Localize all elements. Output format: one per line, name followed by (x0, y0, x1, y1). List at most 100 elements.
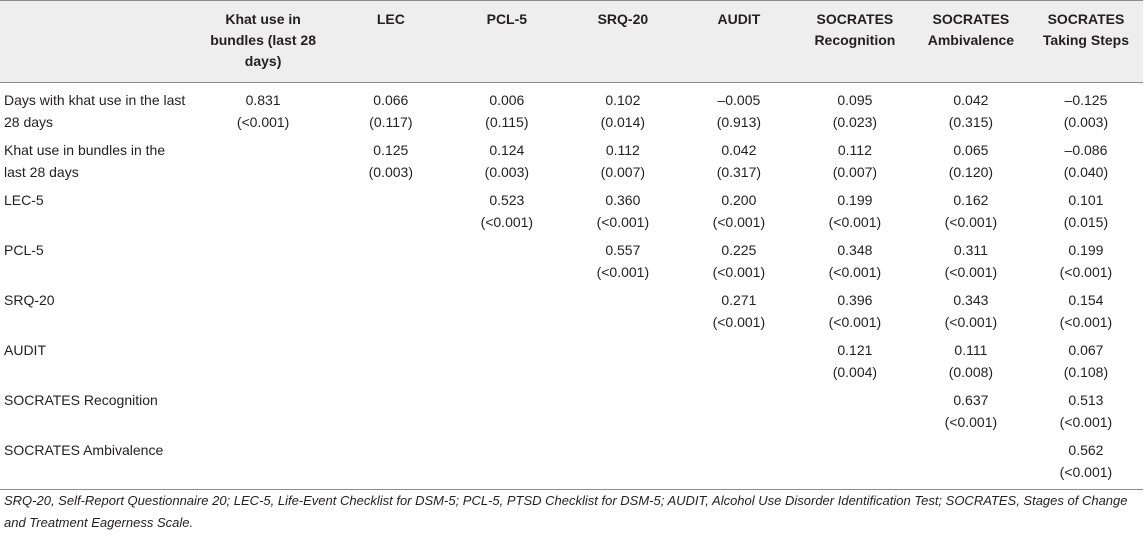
row-label: LEC-5 (4, 192, 44, 208)
table-cell (565, 333, 681, 383)
correlation-value: 0.162 (953, 192, 989, 208)
p-value: (0.008) (948, 364, 994, 380)
header-lec: LEC (376, 11, 405, 27)
table-cell: 0.121 (0.004) (797, 333, 913, 383)
table-cell (333, 233, 449, 283)
table-cell (797, 383, 913, 433)
correlation-value: 0.006 (489, 92, 525, 108)
table-cell: 0.831 (<0.001) (193, 83, 332, 134)
table-cell (913, 433, 1029, 490)
correlation-value: 0.101 (1068, 192, 1104, 208)
p-value: (0.117) (369, 114, 413, 130)
header-socrates-taking-steps: SOCRATES Taking Steps (1042, 11, 1129, 48)
header-row-label (0, 1, 193, 83)
table-cell: 0.112 (0.007) (565, 133, 681, 183)
table-body: Days with khat use in the last 28 days 0.… (0, 83, 1143, 490)
table-row: AUDIT 0.121 (0.004) 0.111 (0.008) 0.067 (0.108… (0, 333, 1143, 383)
table-cell: 0.095 (0.023) (797, 83, 913, 134)
p-value: (<0.001) (596, 264, 650, 280)
p-value: (<0.001) (712, 264, 766, 280)
table-row: Khat use in bundles in the last 28 days 0… (0, 133, 1143, 183)
correlation-value: –0.125 (1064, 92, 1108, 108)
correlation-value: 0.111 (954, 342, 988, 358)
table-cell: 0.154 (<0.001) (1029, 283, 1143, 333)
table-cell (449, 433, 565, 490)
table-cell: 0.006 (0.115) (449, 83, 565, 134)
table-cell: 0.637 (<0.001) (913, 383, 1029, 433)
correlation-value: 0.066 (373, 92, 409, 108)
table-cell: –0.086 (0.040) (1029, 133, 1143, 183)
correlation-value: 0.125 (373, 142, 409, 158)
table-row: Days with khat use in the last 28 days 0.… (0, 83, 1143, 134)
row-label: Days with khat use in the last 28 days (4, 92, 186, 130)
p-value: (<0.001) (1059, 314, 1113, 330)
table-cell: 0.343 (<0.001) (913, 283, 1029, 333)
table-cell (681, 383, 797, 433)
header-pcl5: PCL-5 (486, 11, 528, 27)
p-value: (0.108) (1063, 364, 1109, 380)
correlation-value: 0.095 (837, 92, 873, 108)
p-value: (<0.001) (596, 214, 650, 230)
p-value: (<0.001) (944, 214, 998, 230)
table-cell (565, 433, 681, 490)
table-cell: 0.396 (<0.001) (797, 283, 913, 333)
p-value: (0.317) (716, 164, 762, 180)
table-cell: 0.225 (<0.001) (681, 233, 797, 283)
p-value: (<0.001) (236, 114, 290, 130)
correlation-value: 0.042 (953, 92, 989, 108)
table-footnote: SRQ-20, Self-Report Questionnaire 20; LE… (4, 493, 1128, 530)
p-value: (<0.001) (712, 314, 766, 330)
correlation-value: 0.112 (837, 142, 872, 158)
correlation-value: 0.124 (489, 142, 525, 158)
table-cell: 0.360 (<0.001) (565, 183, 681, 233)
table-cell: 0.102 (0.014) (565, 83, 681, 134)
p-value: (<0.001) (712, 214, 766, 230)
p-value: (<0.001) (828, 264, 882, 280)
correlation-value: 0.343 (953, 292, 989, 308)
table-cell: 0.111 (0.008) (913, 333, 1029, 383)
table-cell: 0.348 (<0.001) (797, 233, 913, 283)
table-cell: 0.311 (<0.001) (913, 233, 1029, 283)
table-cell: 0.125 (0.003) (333, 133, 449, 183)
header-row: Khat use in bundles (last 28 days) LEC P… (0, 0, 1143, 83)
correlation-value: 0.523 (489, 192, 525, 208)
p-value: (0.003) (484, 164, 530, 180)
p-value: (0.003) (1063, 114, 1109, 130)
correlation-value: 0.199 (1068, 242, 1104, 258)
p-value: (0.004) (832, 364, 878, 380)
table-cell: 0.562 (<0.001) (1029, 433, 1143, 490)
row-label: SOCRATES Ambivalence (4, 442, 164, 458)
correlation-value: 0.200 (721, 192, 757, 208)
table-cell: 0.042 (0.315) (913, 83, 1029, 134)
p-value: (<0.001) (1059, 414, 1113, 430)
table-cell (681, 433, 797, 490)
table-row: LEC-5 0.523 (<0.001) 0.360 (<0.001) 0.200 (<0.… (0, 183, 1143, 233)
row-label: PCL-5 (4, 242, 44, 258)
correlation-table-container: Khat use in bundles (last 28 days) LEC P… (0, 0, 1143, 490)
table-cell (797, 433, 913, 490)
correlation-value: –0.086 (1064, 142, 1108, 158)
table-row: SOCRATES Recognition 0.637 (<0.001) 0.513 (<… (0, 383, 1143, 433)
p-value: (0.913) (716, 114, 762, 130)
p-value: (<0.001) (1059, 464, 1113, 480)
table-cell: 0.042 (0.317) (681, 133, 797, 183)
table-cell: 0.066 (0.117) (333, 83, 449, 134)
table-cell (333, 283, 449, 333)
p-value: (<0.001) (944, 414, 998, 430)
header-audit: AUDIT (717, 11, 761, 27)
table-cell (565, 383, 681, 433)
table-cell (333, 333, 449, 383)
correlation-table: Khat use in bundles (last 28 days) LEC P… (0, 0, 1143, 490)
table-cell (193, 233, 332, 283)
table-cell (449, 283, 565, 333)
p-value: (0.120) (948, 164, 994, 180)
p-value: (<0.001) (828, 214, 882, 230)
table-row: SRQ-20 0.271 (<0.001) 0.396 (<0.001) 0.343 (<0… (0, 283, 1143, 333)
table-cell (193, 183, 332, 233)
table-cell: 0.200 (<0.001) (681, 183, 797, 233)
correlation-value: 0.831 (245, 92, 281, 108)
table-cell: –0.125 (0.003) (1029, 83, 1143, 134)
correlation-value: 0.360 (605, 192, 641, 208)
table-cell: 0.523 (<0.001) (449, 183, 565, 233)
p-value: (0.040) (1063, 164, 1109, 180)
